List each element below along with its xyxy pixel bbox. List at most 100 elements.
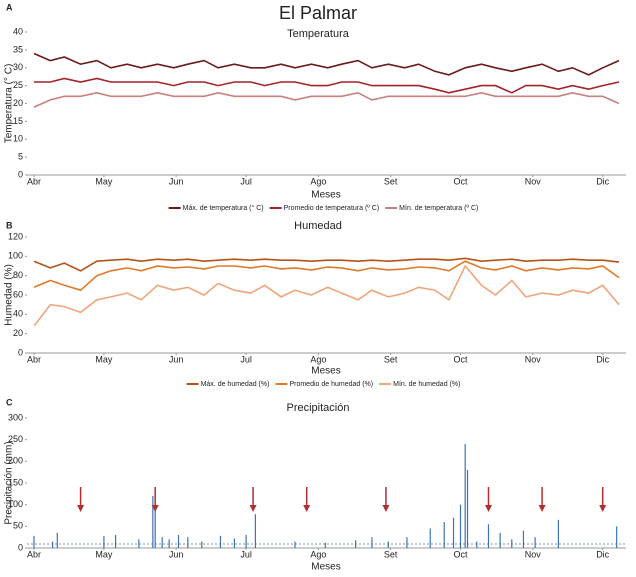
- legend-label: Máx. de temperatura (° C): [183, 204, 264, 212]
- y-tick-label: 250: [8, 434, 23, 444]
- y-tick-label: 50: [13, 521, 23, 531]
- series-line: [33, 260, 620, 292]
- panel-title: Temperatura: [287, 28, 350, 40]
- x-tick-label: May: [95, 549, 113, 559]
- panel-label: B: [6, 220, 13, 230]
- bar: [233, 538, 236, 548]
- legend-label: Promedio de humedad (%): [289, 381, 373, 388]
- x-tick-label: Set: [384, 549, 398, 559]
- y-tick-label: 10: [13, 134, 23, 144]
- y-tick-label: 5: [18, 152, 23, 162]
- x-tick-label: Set: [384, 176, 398, 186]
- x-tick-label: Oct: [454, 354, 469, 364]
- series-line: [33, 257, 620, 272]
- x-tick-label: Dic: [596, 549, 609, 559]
- y-tick-label: 150: [8, 477, 23, 487]
- y-tick-label: 25: [13, 80, 23, 90]
- panel-label: C: [6, 397, 13, 407]
- bar: [522, 530, 525, 548]
- bar: [152, 496, 154, 548]
- bar: [56, 532, 58, 548]
- y-tick-label: 200: [8, 456, 23, 466]
- x-tick-label: Dic: [596, 176, 609, 186]
- legend-label: Mín. de temperatura (º C): [399, 205, 478, 212]
- arrow-head: [484, 505, 492, 512]
- x-tick-label: Nov: [525, 354, 542, 364]
- bar: [52, 541, 54, 548]
- y-tick-label: 60: [13, 289, 23, 299]
- x-tick-label: Ago: [310, 176, 326, 186]
- y-tick-label: 0: [18, 542, 23, 552]
- x-axis-title: Meses: [311, 190, 340, 201]
- x-tick-label: Jul: [240, 549, 252, 559]
- bar: [201, 541, 203, 548]
- bar: [114, 535, 117, 548]
- arrow-head: [538, 505, 546, 512]
- bar: [33, 535, 35, 548]
- arrow-head: [303, 505, 311, 512]
- x-tick-label: Abr: [27, 176, 41, 186]
- legend: Máx. de temperatura (° C) Promedio de tem…: [168, 204, 478, 212]
- y-axis-title: Temperatura (° C): [4, 64, 15, 144]
- x-tick-label: Ago: [310, 354, 326, 364]
- y-tick-label: 300: [8, 412, 23, 422]
- y-tick-label: 80: [13, 270, 23, 280]
- legend-label: Mín. de humedad (%): [393, 381, 460, 388]
- panel-title: Precipitación: [287, 402, 350, 414]
- bar: [452, 517, 455, 548]
- series-line: [34, 77, 620, 94]
- bar: [187, 537, 189, 548]
- arrow-head: [382, 505, 390, 512]
- x-tick-label: Oct: [454, 176, 469, 186]
- bar: [616, 526, 618, 548]
- x-tick-label: Abr: [27, 354, 41, 364]
- bar: [103, 535, 105, 548]
- bar: [245, 535, 247, 548]
- x-tick-label: May: [95, 354, 113, 364]
- bar: [557, 519, 560, 548]
- y-tick-label: 40: [13, 26, 23, 36]
- bar: [476, 541, 478, 548]
- x-tick-label: Set: [384, 354, 398, 364]
- bar: [511, 539, 513, 548]
- bar: [168, 539, 170, 548]
- y-tick-label: 0: [18, 169, 23, 179]
- bar: [459, 504, 462, 548]
- y-tick-label: 120: [8, 231, 23, 241]
- bar: [429, 528, 431, 548]
- x-tick-label: Jun: [169, 176, 184, 186]
- x-tick-label: May: [95, 176, 113, 186]
- bar: [254, 514, 257, 548]
- bar: [177, 535, 180, 548]
- bar: [464, 444, 466, 548]
- x-tick-label: Jun: [169, 549, 184, 559]
- bar: [387, 541, 389, 548]
- arrow-head: [151, 505, 159, 512]
- panel-label: A: [6, 2, 13, 12]
- y-tick-label: 15: [13, 116, 23, 126]
- legend: Máx. de humedad (%) Promedio de humedad (…: [186, 381, 460, 388]
- bar: [487, 524, 490, 548]
- y-tick-label: 20: [13, 98, 23, 108]
- bar: [466, 470, 469, 548]
- bar: [534, 537, 536, 548]
- x-tick-label: Nov: [525, 176, 542, 186]
- arrow-head: [249, 505, 257, 512]
- legend-label: Promedio de temperatura (º C): [284, 205, 380, 212]
- y-axis-title: Precipitación (mm): [4, 441, 15, 524]
- bar: [499, 532, 501, 548]
- y-tick-label: 35: [13, 44, 23, 54]
- x-tick-label: Jul: [240, 354, 252, 364]
- x-axis-title: Meses: [311, 562, 340, 573]
- bar: [371, 537, 373, 548]
- bar: [138, 539, 140, 548]
- bar: [219, 535, 222, 548]
- legend-label: Máx. de humedad (%): [201, 381, 270, 388]
- y-axis-title: Humedad (%): [4, 264, 15, 326]
- x-tick-label: Jul: [240, 176, 252, 186]
- series-line: [33, 264, 620, 327]
- figure-title: El Palmar: [279, 3, 357, 23]
- bar: [324, 542, 326, 548]
- arrow-head: [77, 505, 85, 512]
